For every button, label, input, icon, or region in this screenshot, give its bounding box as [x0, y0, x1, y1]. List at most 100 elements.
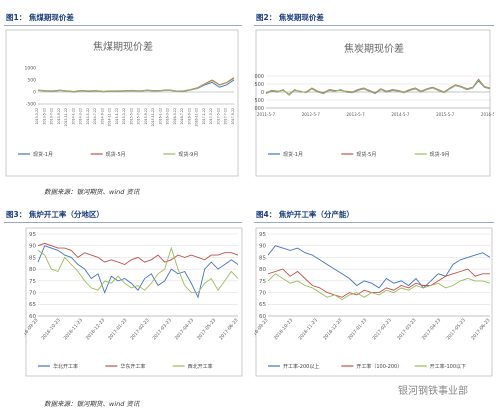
- y-tick-label: -500: [254, 98, 264, 104]
- mid-rule-left: [4, 222, 242, 223]
- x-tick-label: 2013-3-22: [35, 108, 39, 125]
- chart-1-panel: 焦煤期现价差 1000 500 0 -500 2013-3-22 2013-5-22 2013…: [4, 28, 242, 178]
- x-tick-label: 2013-9-22: [57, 108, 61, 125]
- y-tick-label: -1000: [254, 106, 264, 112]
- legend-label: 现货-1月: [283, 151, 303, 158]
- x-tick-label: 2013-5-22: [42, 108, 46, 125]
- y-tick-label: 95: [29, 232, 36, 238]
- series-line-1: [37, 245, 239, 299]
- chart-2-svg: 焦炭期现价差 1000 500 0 -500 -10002011-5-7 2012-5-7 2…: [254, 29, 494, 177]
- x-tick-label: 2015-7-22: [137, 108, 141, 125]
- x-tick-label: 2017-7-22: [224, 108, 228, 125]
- x-tick-label: 2011-5-7: [257, 112, 276, 117]
- x-tick-label: 2015-5-22: [129, 108, 133, 125]
- y-tick-label: 95: [259, 232, 266, 238]
- x-tick-label: 2015-9-22: [144, 108, 148, 125]
- figure-2-caption: 图2： 焦炭期现价差: [256, 13, 324, 22]
- data-source-top: 数据来源：银河期货、wind 资讯: [44, 188, 140, 196]
- y-tick-label: 80: [259, 267, 266, 273]
- x-tick-label: 2013-11-22: [64, 108, 68, 127]
- chart-frame: [5, 29, 239, 177]
- y-tick-label: 85: [259, 255, 266, 261]
- mid-rule-right: [254, 222, 494, 223]
- series-line-3: [265, 79, 491, 96]
- x-tick-label: 2016-5-22: [173, 108, 177, 125]
- legend-label: 华东开工率: [120, 363, 145, 370]
- y-tick-label: 90: [29, 244, 36, 250]
- x-tick-label: 2014-3-22: [79, 108, 83, 125]
- legend-label: 现货-9月: [178, 151, 198, 158]
- x-tick-label: 2016-5-7: [481, 112, 494, 117]
- y-tick-label: 65: [259, 302, 266, 308]
- series-line-3: [37, 246, 239, 294]
- x-tick-label: 2017-1-22: [202, 108, 206, 125]
- series-line-3: [267, 273, 491, 301]
- series-line-3: [37, 78, 235, 93]
- legend-label: 开工率-200以上: [283, 363, 319, 370]
- figure-3-caption: 图3： 焦炉开工率（分地区）: [6, 210, 104, 219]
- x-tick-label: 2013-7-22: [50, 108, 54, 125]
- x-tick-label: 2014-7-22: [93, 108, 97, 125]
- chart-2-panel: 焦炭期现价差 1000 500 0 -500 -10002011-5-7 2012-5-7 2…: [254, 28, 494, 178]
- x-tick-label: 2014-1-22: [71, 108, 75, 125]
- x-tick-label: 2016-1-22: [158, 108, 162, 125]
- legend-label: 现货-1月: [33, 151, 53, 158]
- y-tick-label: 0: [261, 90, 264, 96]
- chart-frame: [255, 29, 491, 177]
- x-tick-label: 2014-5-7: [391, 112, 410, 117]
- y-tick-label: 70: [29, 290, 36, 296]
- legend-label: 华北开工率: [53, 363, 78, 370]
- chart-title: 焦煤期现价差: [93, 40, 153, 53]
- chart-4-panel: 95 90 85 80 75 70 65 60 2016-09-23 2016-10-23 2016…: [254, 226, 494, 378]
- x-tick-label: 2015-1-22: [115, 108, 119, 125]
- x-tick-label: 2013-5-7: [347, 112, 366, 117]
- x-tick-label: 2014-11-22: [108, 108, 112, 127]
- figure-1-caption: 图1： 焦煤期现价差: [6, 13, 74, 22]
- series-line-2: [37, 242, 239, 266]
- x-tick-label: 2015-11-22: [151, 108, 155, 127]
- x-tick-label: 2012-5-7: [302, 112, 321, 117]
- x-tick-label: 2015-5-7: [436, 112, 455, 117]
- y-tick-label: 500: [27, 78, 36, 84]
- x-tick-label: 2014-5-22: [86, 108, 90, 125]
- x-tick-label: 2017-3-22: [209, 108, 213, 125]
- y-tick-label: 70: [259, 290, 266, 296]
- y-tick-label: 1000: [25, 66, 37, 72]
- x-tick-label: 2017-5-22: [216, 108, 220, 125]
- x-tick-label: 2017-9-22: [231, 108, 235, 125]
- series-line-1: [267, 245, 491, 289]
- y-tick-label: 65: [29, 302, 36, 308]
- x-tick-label: 2015-3-22: [122, 108, 126, 125]
- series-line-2: [267, 268, 490, 298]
- figure-4-caption: 图4： 焦炉开工率（分产能）: [256, 210, 354, 219]
- x-tick-label: 2014-9-22: [100, 108, 104, 125]
- y-tick-label: 75: [29, 279, 36, 285]
- y-tick-label: 1000: [254, 74, 264, 80]
- chart-frame: [255, 227, 493, 377]
- data-source-bottom: 数据来源：银河期货、wind 资讯: [44, 400, 140, 408]
- top-rule-right: [254, 25, 494, 26]
- legend-label: 现货-5月: [356, 151, 376, 158]
- legend-label: 开工率（100-200）: [356, 363, 402, 370]
- y-tick-label: 75: [259, 279, 266, 285]
- chart-3-panel: 95 90 85 80 75 70 65 60 2016-09-23 2016-10-23 2016…: [24, 226, 246, 378]
- y-tick-label: 500: [254, 82, 264, 88]
- y-tick-label: 85: [29, 255, 36, 261]
- legend-label: 现货-9月: [430, 151, 450, 158]
- y-tick-label: 60: [29, 314, 36, 320]
- y-tick-label: -500: [26, 102, 36, 108]
- y-tick-label: 90: [259, 244, 266, 250]
- legend-label: 开工率-100以下: [430, 363, 466, 370]
- legend-label: 现货-5月: [106, 151, 126, 158]
- watermark-text: 银河钢铁事业部: [398, 386, 468, 397]
- legend-label: 西北开工率: [188, 363, 213, 370]
- x-tick-label: 2016-7-22: [180, 108, 184, 125]
- x-tick-label: 2016-9-22: [187, 108, 191, 125]
- y-tick-label: 80: [29, 267, 36, 273]
- y-tick-label: 0: [33, 90, 36, 96]
- chart-title: 焦炭期现价差: [344, 42, 404, 55]
- y-tick-label: 60: [259, 314, 266, 320]
